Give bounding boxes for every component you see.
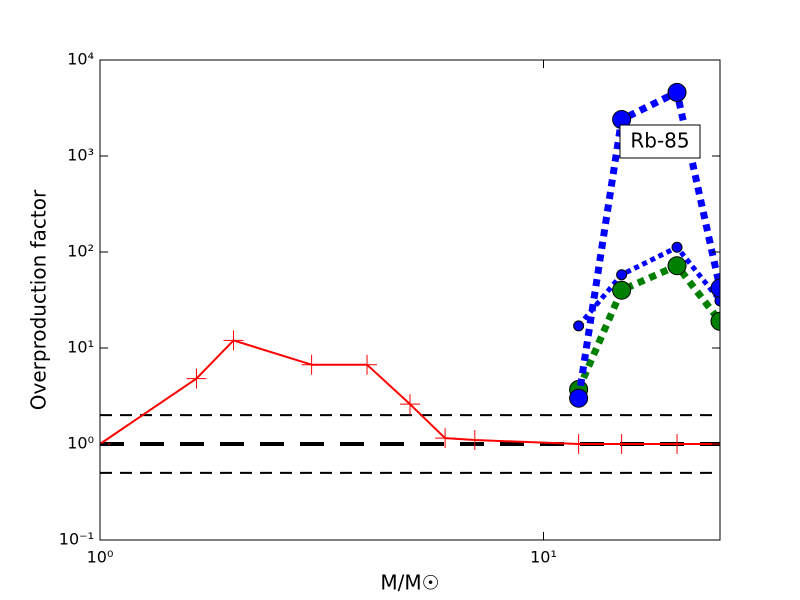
marker — [464, 430, 485, 451]
marker — [186, 368, 207, 389]
marker — [223, 330, 244, 351]
plot-frame — [99, 59, 721, 541]
marker — [667, 256, 687, 276]
series-line — [575, 262, 720, 391]
series-line — [576, 244, 720, 328]
y-tick-label: 10⁰ — [67, 434, 94, 453]
x-axis-label: M/M☉ — [380, 571, 439, 595]
y-tick-label: 10² — [67, 242, 94, 261]
y-tick-label: 10⁻¹ — [59, 530, 94, 549]
marker — [569, 388, 589, 408]
marker — [357, 354, 378, 375]
plot-area — [100, 60, 720, 540]
marker — [616, 269, 628, 281]
marker — [710, 311, 720, 331]
marker — [714, 295, 720, 307]
y-tick-label: 10³ — [67, 146, 94, 165]
series-line — [575, 88, 720, 399]
marker — [667, 434, 688, 454]
marker — [671, 241, 683, 253]
annotation-box — [619, 124, 701, 159]
marker — [400, 394, 420, 415]
y-tick-label: 10¹ — [67, 338, 94, 357]
y-axis-label: Overproduction factor — [27, 189, 51, 410]
marker — [611, 434, 632, 454]
marker — [573, 320, 585, 332]
marker — [435, 428, 456, 449]
x-tick-label: 10⁰ — [87, 548, 114, 567]
marker — [667, 82, 687, 102]
marker — [568, 434, 589, 454]
annotation: Rb-85 — [630, 129, 689, 153]
y-tick-label: 10⁴ — [67, 50, 94, 69]
x-tick-label: 10¹ — [530, 548, 557, 567]
plot-content — [100, 82, 720, 474]
marker — [612, 280, 632, 300]
marker — [301, 354, 322, 375]
marker — [710, 278, 720, 298]
